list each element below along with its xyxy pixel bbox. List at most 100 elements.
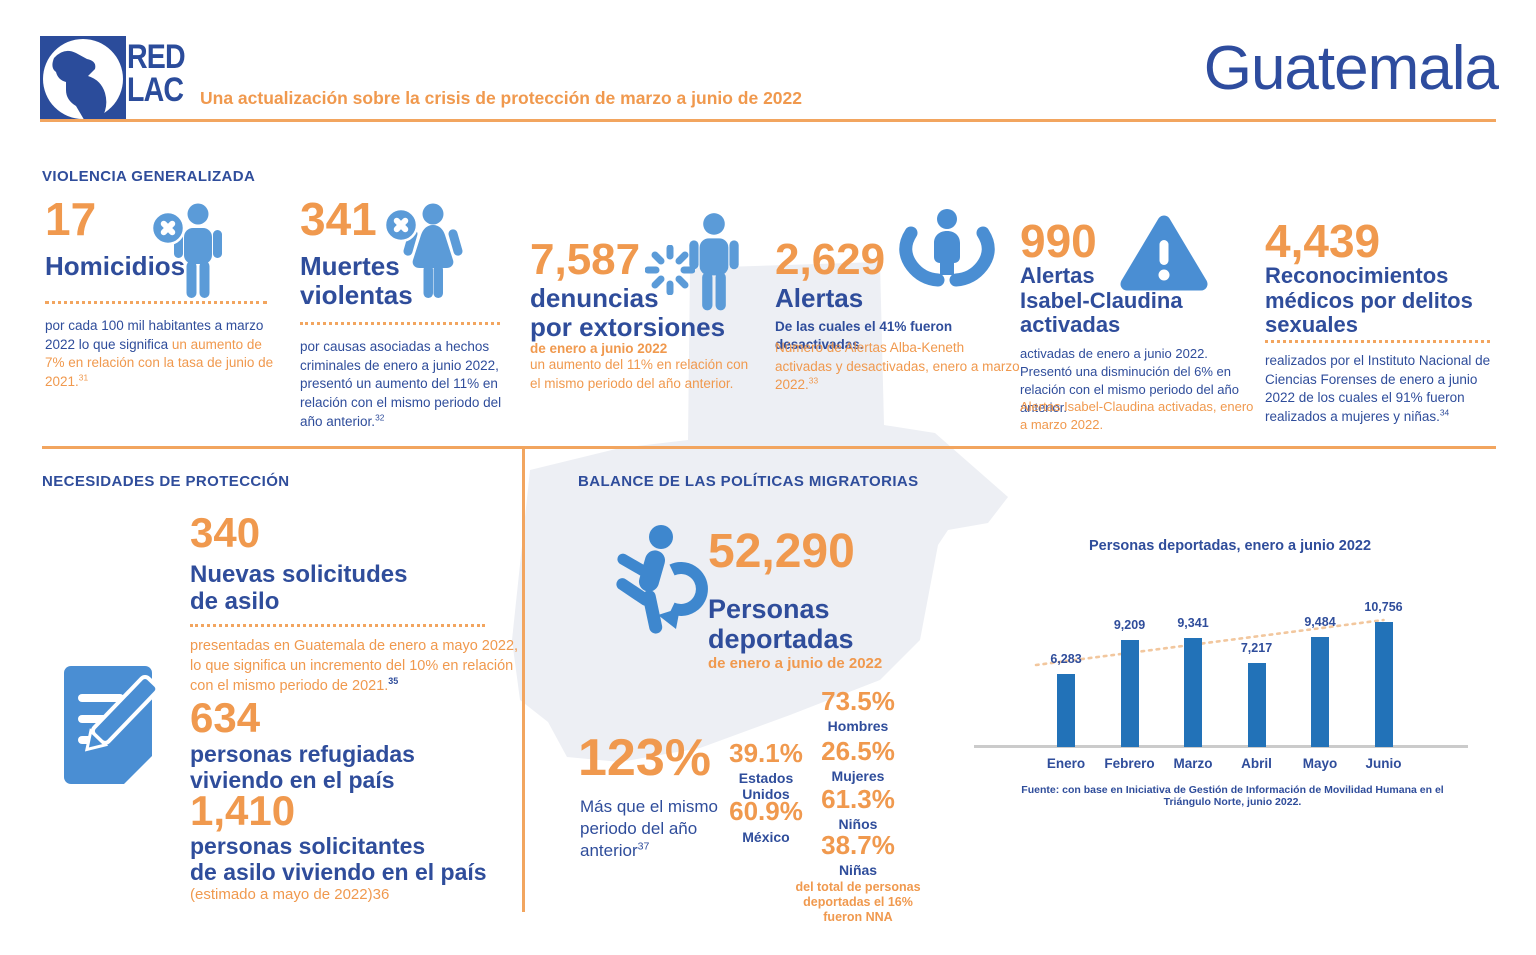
mujeres-label: Mujeres	[831, 768, 885, 784]
refugiadas-label-line1: personas refugiadas	[190, 741, 415, 767]
mexico-pct: 60.9%	[729, 796, 803, 826]
deportadas-label-line2: deportadas	[708, 624, 854, 655]
demo-ninas: 38.7% Niñas	[808, 832, 908, 879]
section-title-violencia: VIOLENCIA GENERALIZADA	[42, 168, 256, 185]
deportations-bar-chart: 6,283 Enero 9,209 Febrero 9,341 Marzo 7,217 Abr…	[974, 560, 1470, 790]
ninas-pct: 38.7%	[821, 830, 895, 860]
trend-dotted-line	[1034, 618, 1385, 667]
alertas-label: Alertas	[775, 283, 864, 313]
usa-label: Estados Unidos	[720, 770, 812, 802]
solicitantes-label: personas solicitantes de asilo viviendo …	[190, 833, 487, 886]
guatemala-map-silhouette	[512, 262, 1008, 762]
usa-label-line2: Unidos	[742, 785, 790, 802]
solicitantes-label-line2: de asilo viviendo en el país	[190, 858, 487, 885]
homicidios-dotted-rule	[45, 301, 267, 304]
muertes-label: Muertes violentas	[300, 251, 413, 310]
x-badge-icon	[150, 210, 186, 251]
section-title-necesidades: NECESIDADES DE PROTECCIÓN	[42, 473, 290, 490]
homicidios-value: 17	[45, 193, 97, 245]
isabel-claudina-desc2: Alertas Isabel-Claudina activadas, enero…	[1020, 399, 1254, 432]
alertas-desc: Número de Alertas Alba-Keneth activadas …	[775, 339, 1020, 395]
destination-mexico: 60.9% México	[720, 798, 812, 846]
chart-bar-value: 9,209	[1113, 618, 1146, 632]
chart-category-label: Enero	[1046, 756, 1086, 771]
chart-category-label: Marzo	[1173, 756, 1213, 771]
solicitantes-label-line1: personas solicitantes	[190, 833, 426, 859]
chart-x-axis	[974, 745, 1468, 748]
increase-desc-text: Más que el mismo periodo del año anterio…	[580, 797, 718, 861]
redlac-logo	[40, 36, 126, 126]
refugiadas-label: personas refugiadas viviendo en el país	[190, 741, 415, 794]
chart-bar-value: 6,283	[1050, 652, 1082, 666]
country-title: Guatemala	[1203, 34, 1499, 103]
section-title-balance: BALANCE DE LAS POLÍTICAS MIGRATORIAS	[578, 473, 919, 490]
running-person-return-icon	[608, 524, 708, 647]
chart-bars: 6,283 Enero 9,209 Febrero 9,341 Marzo 7,217 Abr…	[980, 560, 1470, 790]
refugiadas-value: 634	[190, 694, 261, 741]
mujeres-pct: 26.5%	[821, 736, 895, 766]
solicitantes-note: (estimado a mayo de 2022)36	[190, 886, 390, 903]
deportadas-value: 52,290	[708, 525, 855, 578]
rec-label-line2: médicos por delitos	[1265, 287, 1473, 313]
refugiadas-label-line2: viviendo en el país	[190, 766, 395, 793]
chart-category-label: Junio	[1365, 756, 1402, 771]
chart-bar-value: 9,341	[1177, 616, 1209, 630]
ninos-pct: 61.3%	[821, 784, 895, 814]
hombres-pct: 73.5%	[821, 686, 895, 716]
asilo-label-line1: Nuevas solicitudes	[190, 561, 408, 588]
chart-bar-value: 9,484	[1304, 615, 1336, 629]
demo-hombres: 73.5% Hombres	[808, 688, 908, 735]
chart-category-label: Mayo	[1302, 756, 1338, 771]
alertas-sub: De las cuales el 41% fueron desactivadas…	[775, 319, 953, 352]
rec-label-line1: Reconocimientos	[1265, 263, 1449, 288]
reconocimientos-value: 4,439	[1265, 215, 1381, 267]
reconocimientos-dotted-rule	[1265, 340, 1490, 343]
reconocimientos-desc: realizados por el Instituto Nacional de …	[1265, 352, 1510, 427]
increase-desc: Más que el mismo periodo del año anterio…	[580, 796, 760, 862]
ninas-label: Niñas	[838, 862, 878, 878]
solicitantes-value: 1,410	[190, 787, 296, 834]
denuncias-value: 7,587	[530, 235, 641, 284]
alertas-value: 2,629	[775, 235, 886, 284]
denuncias-label-line2: por extorsiones	[530, 312, 726, 343]
impact-burst-icon	[644, 244, 696, 300]
footnote-35: 35	[388, 676, 399, 687]
redlac-wordmark: RED LAC	[127, 40, 186, 110]
asilo-desc-text: presentadas en Guatemala de enero a mayo…	[190, 638, 519, 694]
asilo-label-line2: de asilo	[190, 587, 280, 615]
chart-bar-marzo	[1184, 638, 1202, 747]
rec-label-line3: sexuales	[1265, 312, 1358, 338]
mexico-label: México	[742, 829, 790, 845]
chart-source: Fuente: con base en Iniciativa de Gestió…	[1021, 784, 1444, 808]
isabel-claudina-label: Alertas Isabel-Claudina activadas	[1020, 263, 1183, 338]
footnote-34: 34	[1439, 407, 1450, 418]
document-pencil-icon	[62, 636, 180, 793]
asilo-desc: presentadas en Guatemala de enero a mayo…	[190, 636, 525, 696]
header-divider	[40, 119, 1496, 122]
denuncias-label: denuncias por extorsiones	[530, 283, 726, 343]
chart-bar-value: 10,756	[1364, 600, 1403, 614]
homicidios-desc-orange: un aumento de 7% en relación con la tasa…	[45, 336, 274, 389]
ic-label-line3: activadas	[1020, 312, 1121, 338]
hands-holding-child-icon	[895, 205, 999, 304]
denuncias-desc: un aumento del 11% en relación con el mi…	[530, 357, 749, 391]
deportadas-label: Personas deportadas	[708, 594, 854, 654]
alertas-desc-text: Número de Alertas Alba-Keneth activadas …	[775, 340, 1020, 393]
report-subtitle: Una actualización sobre la crisis de pro…	[200, 88, 803, 108]
chart-bar-febrero	[1120, 640, 1139, 747]
logo-line2: LAC	[127, 71, 184, 110]
chart-bar-value: 7,217	[1240, 641, 1273, 655]
usa-label-line1: Estados	[738, 770, 794, 786]
denuncias-label-line1: denuncias	[530, 283, 659, 313]
muertes-value: 341	[300, 193, 377, 245]
chart-bar-enero	[1057, 674, 1075, 747]
demo-ninos: 61.3% Niños	[808, 786, 908, 833]
muertes-dotted-rule	[300, 322, 500, 325]
vertical-divider	[522, 446, 525, 912]
hombres-label: Hombres	[827, 718, 889, 734]
destination-usa: 39.1% Estados Unidos	[720, 740, 812, 802]
isabel-claudina-desc: activadas de enero a junio 2022. Present…	[1020, 346, 1239, 415]
ic-label-line2: Isabel-Claudina	[1020, 287, 1183, 313]
ic-label-line1: Alertas	[1020, 263, 1095, 288]
muertes-label-line1: Muertes	[300, 251, 400, 281]
